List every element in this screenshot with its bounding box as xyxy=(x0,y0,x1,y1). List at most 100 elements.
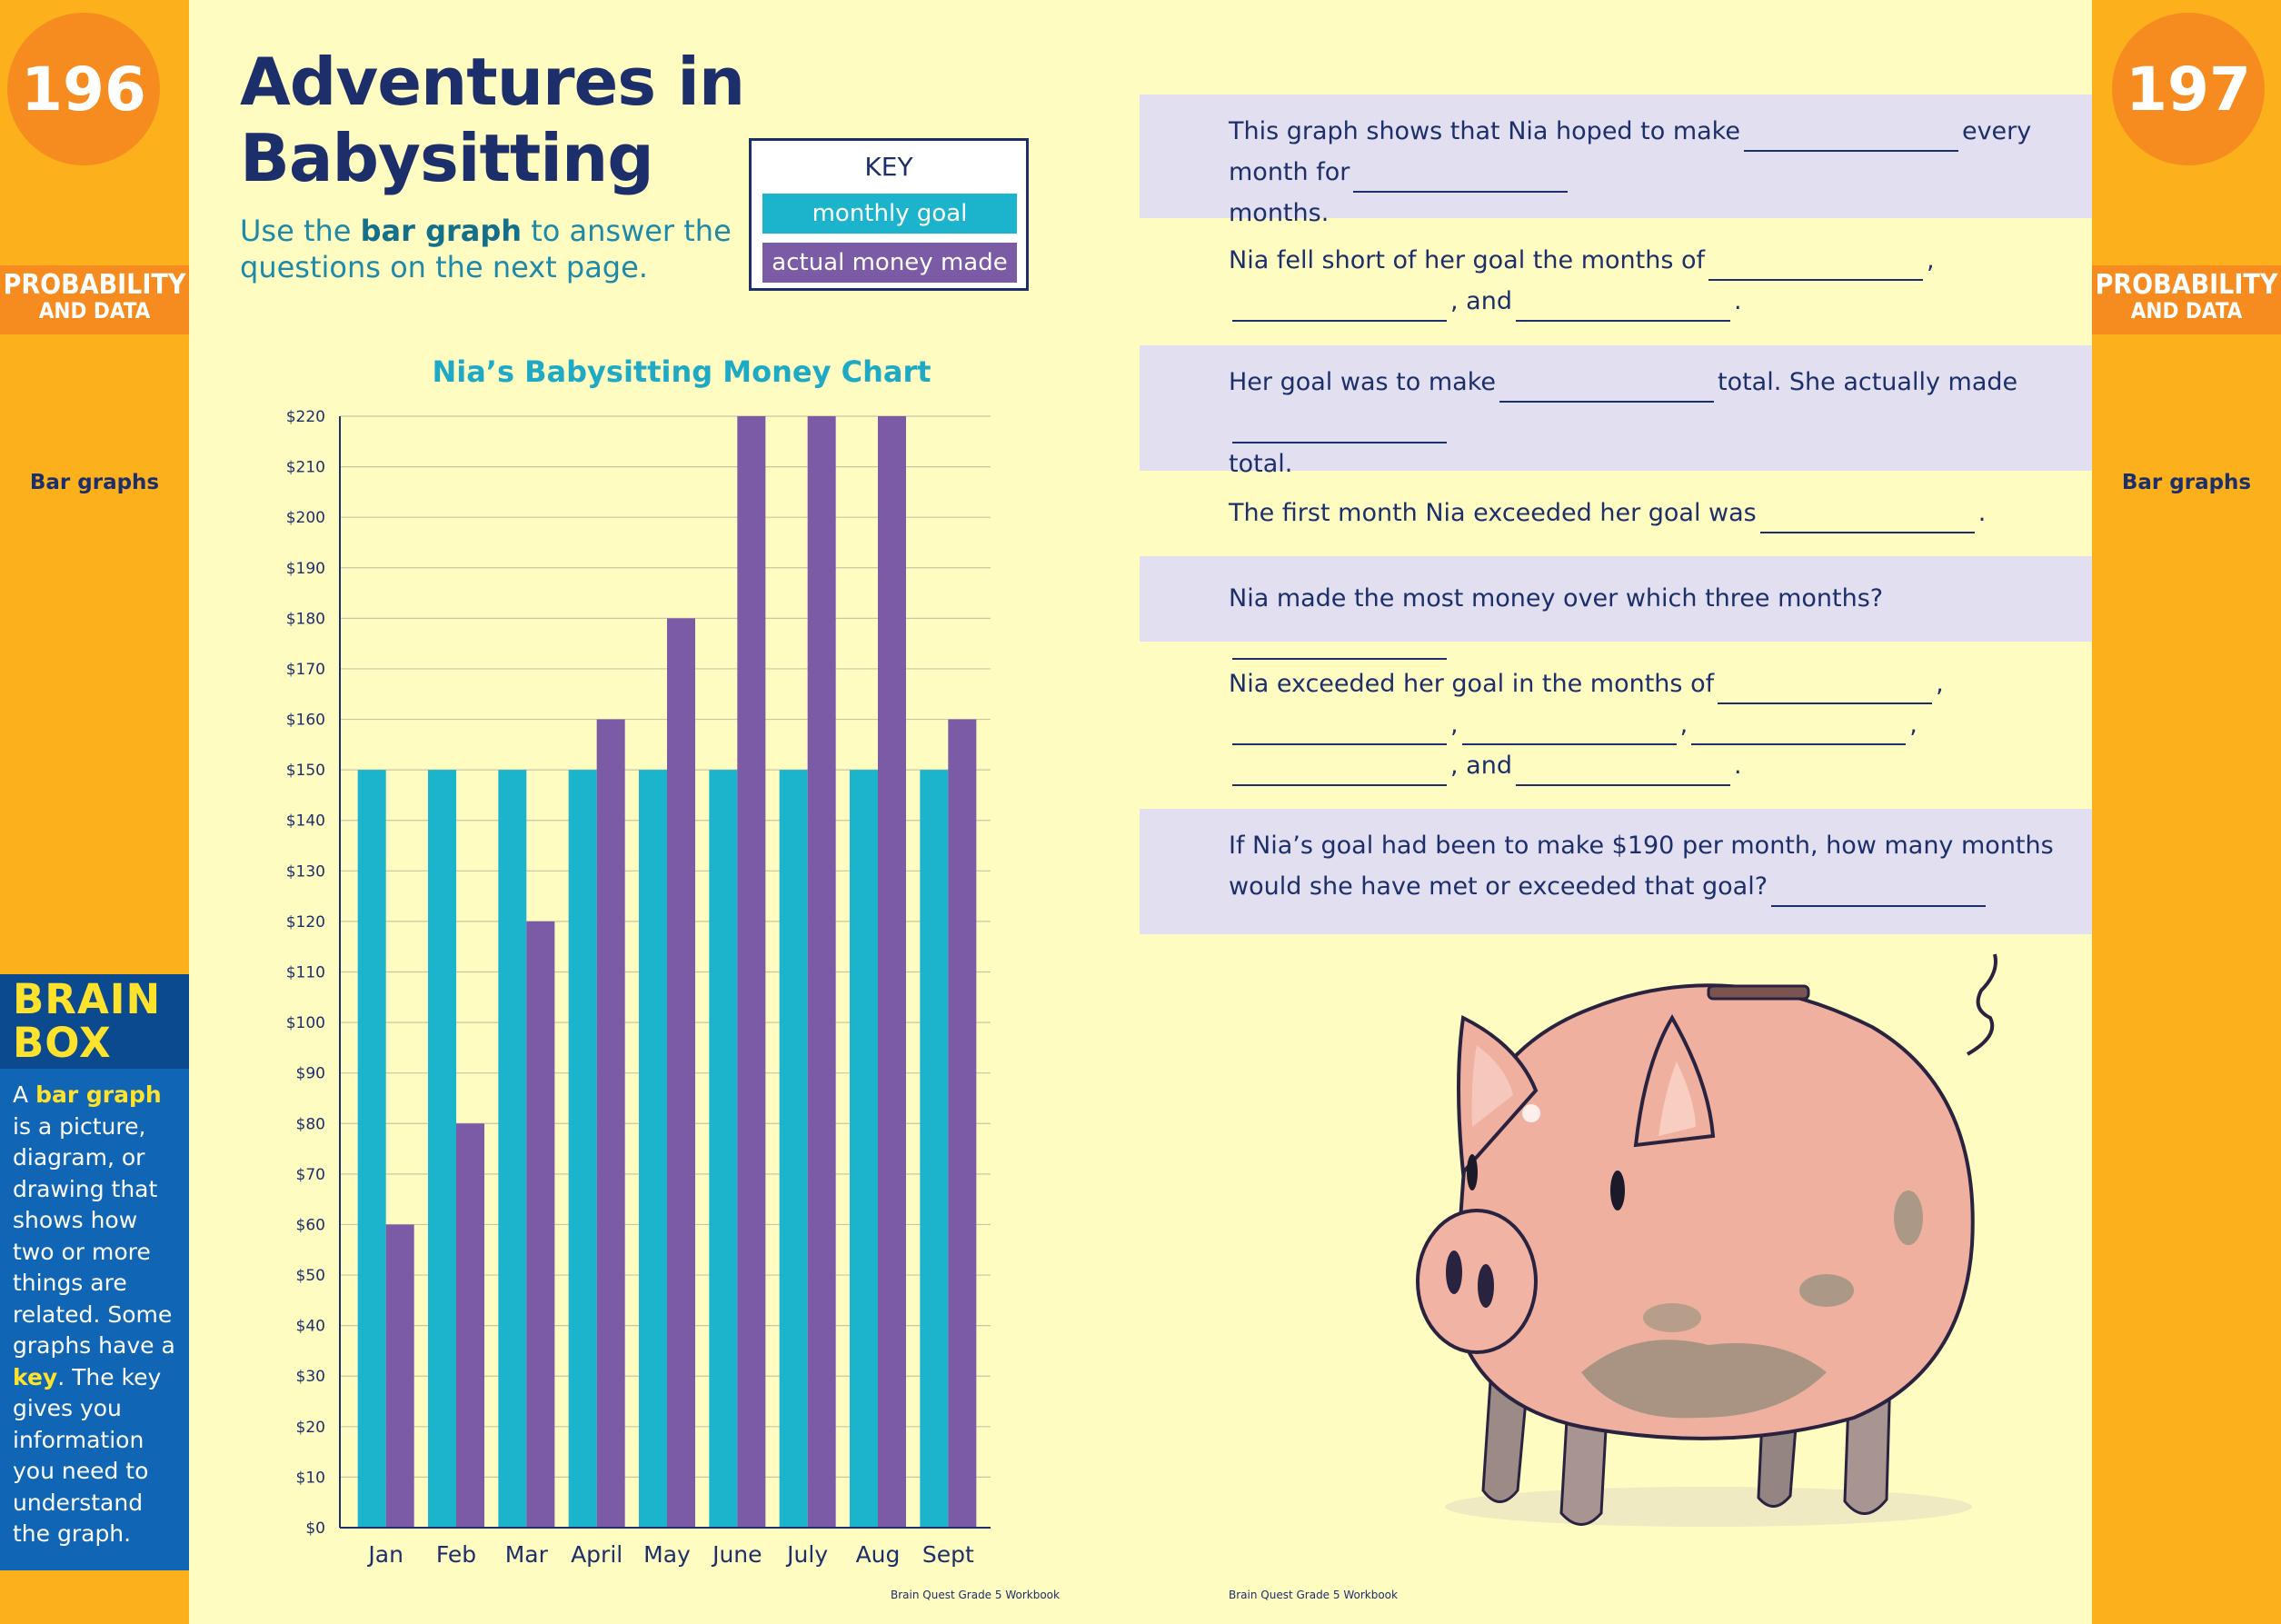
answer-blank[interactable] xyxy=(1461,714,1677,745)
goal-bar xyxy=(779,770,808,1528)
answer-blank[interactable] xyxy=(1232,291,1447,322)
y-tick-label: $170 xyxy=(286,661,325,679)
bar-chart: $0 $10 $20 $30 $40 $50 $60 $70 $80 $90 $100 $110 $12… xyxy=(286,408,991,1568)
footer-left: Brain Quest Grade 5 Workbook xyxy=(891,1589,1060,1601)
question-text: Nia exceeded her goal in the months of xyxy=(1229,670,1715,698)
x-tick-label: April xyxy=(571,1541,623,1568)
topic-label-left: Bar graphs xyxy=(29,471,160,494)
answer-blank[interactable] xyxy=(1515,755,1730,786)
key-title: KEY xyxy=(864,152,913,182)
section-label-line1: PROBABILITY xyxy=(2095,269,2278,301)
section-label-line1: PROBABILITY xyxy=(3,269,186,301)
question-text: total. She actually made xyxy=(1717,368,2018,396)
goal-bar xyxy=(428,770,456,1528)
brain-box: BRAIN BOX A bar graph is a picture, diag… xyxy=(0,974,189,1570)
question-6: Nia exceeded her goal in the months of,,… xyxy=(1140,642,2092,809)
chart-key: KEY monthly goal actual money made xyxy=(749,138,1029,291)
section-label-line2: AND DATA xyxy=(38,297,151,324)
y-tick-label: $140 xyxy=(286,812,325,831)
y-tick-label: $210 xyxy=(286,459,325,477)
key-actual-money: actual money made xyxy=(762,243,1017,283)
goal-bar xyxy=(357,770,386,1528)
y-tick-label: $10 xyxy=(296,1469,325,1487)
y-tick-label: $180 xyxy=(286,610,325,628)
question-text: , xyxy=(1909,711,1917,739)
y-tick-label: $190 xyxy=(286,560,325,578)
actual-bar xyxy=(807,416,836,1528)
y-tick-label: $0 xyxy=(305,1519,325,1538)
y-tick-label: $150 xyxy=(286,762,325,780)
y-tick-label: $110 xyxy=(286,964,325,982)
page-title: Adventures in Babysitting xyxy=(240,44,745,196)
answer-blank[interactable] xyxy=(1718,673,1933,704)
brain-box-text: A bar graph is a picture, diagram, or dr… xyxy=(13,1080,185,1550)
answer-blank[interactable] xyxy=(1708,250,1923,281)
x-tick-label: July xyxy=(785,1541,828,1568)
goal-bar xyxy=(850,770,878,1528)
question-2: Nia fell short of her goal the months of… xyxy=(1140,218,2092,345)
question-3: Her goal was to make total. She actually … xyxy=(1140,345,2092,478)
y-tick-label: $40 xyxy=(296,1318,325,1336)
answer-blank[interactable] xyxy=(1499,372,1714,403)
question-text: Nia made the most money over which three… xyxy=(1229,584,1884,613)
page-title-line2: Babysitting xyxy=(240,120,654,196)
question-text: , xyxy=(1450,711,1459,739)
question-text: every month for xyxy=(1229,117,2032,186)
actual-bar xyxy=(456,1123,484,1528)
answer-blank[interactable] xyxy=(1232,413,1447,443)
y-tick-label: $160 xyxy=(286,712,325,730)
question-text: If Nia’s goal had been to make $190 per … xyxy=(1229,832,2054,901)
brain-box-text-5: . The key gives you information you need… xyxy=(13,1363,162,1548)
question-text: . xyxy=(1733,752,1742,780)
answer-blank[interactable] xyxy=(1232,629,1447,660)
question-1: This graph shows that Nia hoped to make e… xyxy=(1140,95,2092,227)
question-text: months. xyxy=(1229,199,1330,227)
answer-blank[interactable] xyxy=(1515,291,1730,322)
brain-box-text-3: is a picture, diagram, or drawing that s… xyxy=(13,1112,175,1360)
actual-bar xyxy=(948,719,977,1528)
y-tick-label: $100 xyxy=(286,1014,325,1032)
question-text: , xyxy=(1927,246,1935,274)
y-tick-label: $90 xyxy=(296,1065,325,1083)
y-tick-label: $120 xyxy=(286,913,325,932)
answer-blank[interactable] xyxy=(1771,876,1987,907)
right-side-strip: 197 PROBABILITY AND DATA Bar graphs xyxy=(2092,0,2281,1624)
actual-bar xyxy=(737,416,766,1528)
answer-blank[interactable] xyxy=(1691,714,1907,745)
y-tick-label: $50 xyxy=(296,1267,325,1285)
actual-bar xyxy=(667,618,695,1528)
goal-bar xyxy=(498,770,527,1528)
brain-box-text-1: A xyxy=(13,1081,36,1108)
answer-blank[interactable] xyxy=(1232,755,1447,786)
x-tick-label: May xyxy=(643,1541,691,1568)
question-7: If Nia’s goal had been to make $190 per … xyxy=(1140,809,2092,934)
page-number-left: 196 xyxy=(7,13,160,165)
answer-blank[interactable] xyxy=(1232,714,1447,745)
question-text: . xyxy=(1977,499,1987,527)
x-tick-label: Jan xyxy=(366,1541,403,1568)
goal-bar xyxy=(568,770,597,1528)
x-tick-label: Aug xyxy=(856,1541,901,1568)
answer-blank[interactable] xyxy=(1759,503,1975,533)
question-text: total. xyxy=(1229,450,1293,478)
question-text: Her goal was to make xyxy=(1229,368,1496,396)
y-tick-label: $80 xyxy=(296,1115,325,1133)
goal-bar xyxy=(639,770,667,1528)
actual-bar xyxy=(526,921,555,1528)
question-4: The first month Nia exceeded her goal wa… xyxy=(1140,471,2092,556)
x-tick-label: June xyxy=(711,1541,762,1568)
question-text: . xyxy=(1733,287,1742,315)
answer-blank[interactable] xyxy=(1353,162,1569,193)
question-text: This graph shows that Nia hoped to make xyxy=(1229,117,1740,145)
answer-blank[interactable] xyxy=(1743,121,1958,152)
question-5: Nia made the most money over which three… xyxy=(1140,556,2092,660)
page-number-right: 197 xyxy=(2112,13,2265,165)
y-tick-label: $20 xyxy=(296,1419,325,1437)
goal-bar xyxy=(920,770,949,1528)
x-tick-label: Sept xyxy=(922,1541,974,1568)
section-label-line2: AND DATA xyxy=(2130,297,2243,324)
instructions-bold: bar graph xyxy=(360,214,523,248)
brain-box-title-line2: BOX xyxy=(13,1019,112,1067)
question-text: Nia fell short of her goal the months of xyxy=(1229,246,1705,274)
brain-box-title-line1: BRAIN xyxy=(13,975,162,1023)
